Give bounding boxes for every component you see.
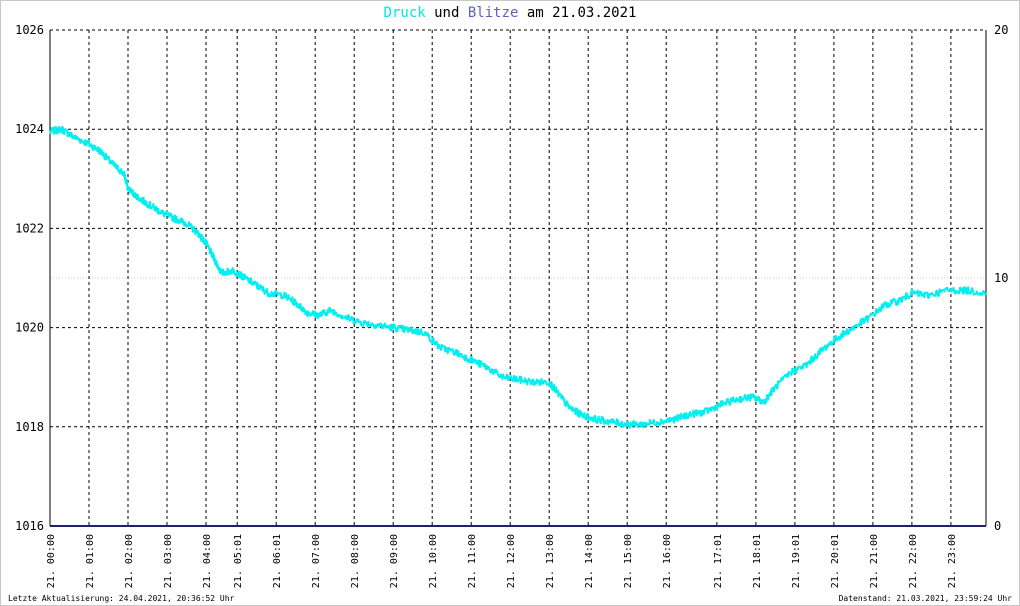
x-tick-label: 21. 13:00 [545, 534, 556, 588]
x-tick-label: 21. 12:00 [506, 534, 517, 588]
x-tick-label: 21. 18:01 [752, 534, 763, 588]
x-tick-label: 21. 20:01 [830, 534, 841, 588]
x-tick-label: 21. 23:00 [947, 534, 958, 588]
title-am: am [526, 5, 544, 21]
x-tick-label: 21. 22:00 [908, 534, 919, 588]
y-tick-label: 1020 [15, 321, 44, 335]
x-tick-label: 21. 10:00 [428, 534, 439, 588]
x-tick-label: 21. 19:01 [791, 534, 802, 588]
y-tick-label: 1022 [15, 221, 44, 235]
x-tick-label: 21. 16:00 [662, 534, 673, 588]
x-tick-label: 21. 05:01 [233, 534, 244, 588]
x-tick-label: 21. 11:00 [467, 534, 478, 588]
title-date: 21.03.2021 [552, 5, 637, 21]
x-tick-label: 21. 15:00 [623, 534, 634, 588]
y-tick-label: 1016 [15, 519, 44, 533]
y2-tick-label: 20 [994, 23, 1008, 37]
x-tick-label: 21. 09:00 [389, 534, 400, 588]
x-tick-label: 21. 02:00 [124, 534, 135, 588]
y-tick-label: 1018 [15, 420, 44, 434]
x-tick-label: 21. 07:00 [311, 534, 322, 588]
x-tick-label: 21. 06:01 [272, 534, 283, 588]
series-druck-line [49, 125, 987, 429]
x-tick-label: 21. 17:01 [713, 534, 724, 588]
title-und: und [434, 5, 460, 21]
x-tick-label: 21. 03:00 [163, 534, 174, 588]
y2-tick-label: 0 [994, 519, 1001, 533]
x-tick-label: 21. 14:00 [584, 534, 595, 588]
y-tick-label: 1024 [15, 122, 44, 136]
chart-title: Druck und Blitze am 21.03.2021 [0, 5, 1020, 21]
x-tick-label: 21. 21:00 [869, 534, 880, 588]
x-tick-label: 21. 00:00 [46, 534, 57, 588]
title-blitze: Blitze [467, 5, 519, 21]
footer-data-status: Datenstand: 21.03.2021, 23:59:24 Uhr [838, 594, 1012, 603]
x-tick-label: 21. 04:00 [202, 534, 213, 588]
footer-last-update: Letzte Aktualisierung: 24.04.2021, 20:36… [8, 594, 235, 603]
y-tick-label: 1026 [15, 23, 44, 37]
title-druck: Druck [383, 5, 426, 21]
x-tick-label: 21. 01:00 [85, 534, 96, 588]
x-tick-label: 21. 08:00 [350, 534, 361, 588]
y2-tick-label: 10 [994, 271, 1008, 285]
